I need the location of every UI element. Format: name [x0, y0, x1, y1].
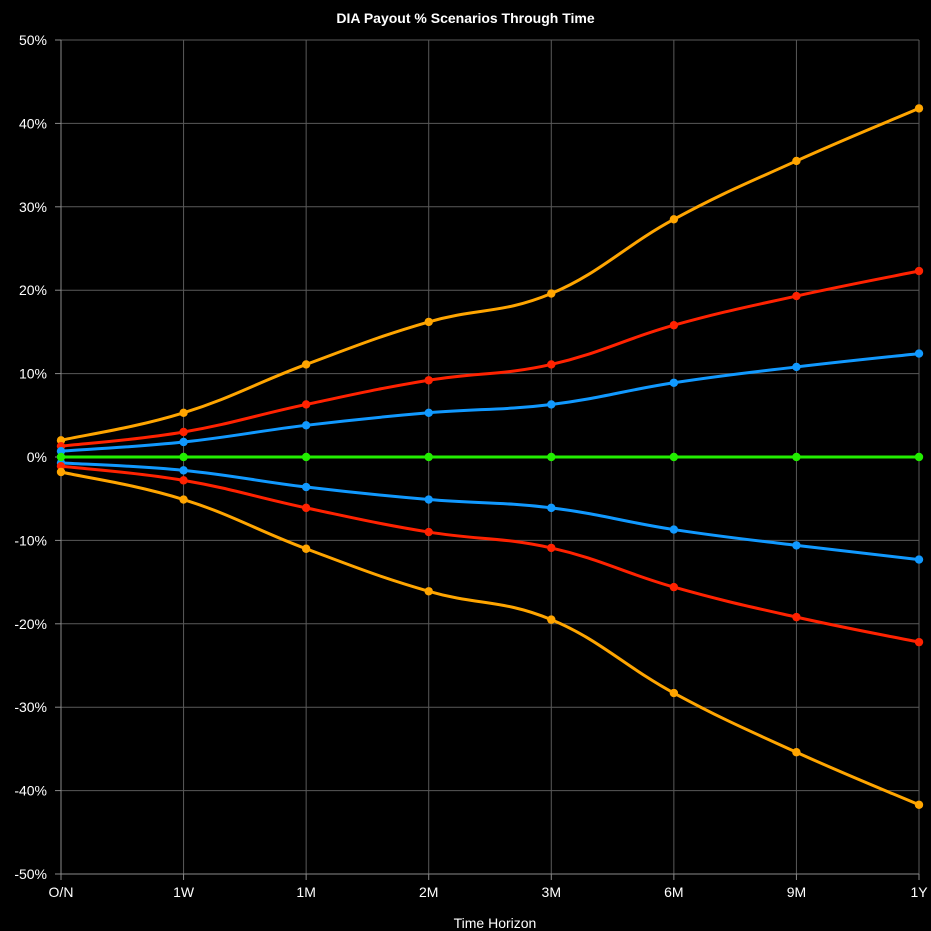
- series-5: [56, 461, 924, 647]
- tick-labels: 50% 40% 30% 20% 10% 0% -10% -20% -30% -40% -50%O/N…: [14, 32, 928, 900]
- y-tick-label: -40%: [14, 783, 47, 799]
- data-point[interactable]: [669, 378, 679, 387]
- data-point[interactable]: [56, 446, 66, 456]
- y-tick-label: -20%: [14, 616, 47, 632]
- data-point[interactable]: [792, 156, 801, 166]
- y-tick-label: 30%: [19, 199, 47, 215]
- y-tick-label: 40%: [19, 115, 47, 131]
- data-point[interactable]: [669, 215, 679, 224]
- data-point[interactable]: [792, 452, 801, 462]
- data-point[interactable]: [547, 543, 556, 553]
- data-point[interactable]: [914, 555, 924, 564]
- data-point[interactable]: [179, 476, 188, 485]
- y-tick-label: -50%: [14, 866, 47, 882]
- data-point[interactable]: [547, 503, 556, 513]
- x-tick-label: 3M: [542, 884, 561, 900]
- y-tick-label: -30%: [14, 699, 47, 715]
- data-point[interactable]: [424, 495, 433, 504]
- x-tick-label: 1M: [296, 884, 315, 900]
- data-point[interactable]: [424, 317, 433, 327]
- data-point[interactable]: [56, 452, 66, 462]
- data-point[interactable]: [914, 104, 924, 113]
- data-point[interactable]: [179, 427, 188, 437]
- data-point[interactable]: [301, 421, 311, 430]
- data-point[interactable]: [56, 436, 66, 445]
- series-layer: [56, 104, 924, 809]
- data-point[interactable]: [547, 615, 556, 624]
- data-point[interactable]: [669, 525, 679, 534]
- x-tick-label: 1W: [173, 884, 195, 900]
- data-point[interactable]: [179, 466, 188, 475]
- data-point[interactable]: [179, 495, 188, 504]
- x-tick-label: 6M: [664, 884, 683, 900]
- data-point[interactable]: [914, 349, 924, 358]
- data-point[interactable]: [179, 452, 188, 462]
- series-4: [56, 458, 924, 564]
- data-point[interactable]: [792, 541, 801, 550]
- series-line: [59, 461, 921, 562]
- series-6: [56, 467, 924, 809]
- series-line: [59, 352, 921, 453]
- x-tick-label: O/N: [49, 884, 74, 900]
- data-point[interactable]: [792, 612, 801, 622]
- data-point[interactable]: [179, 437, 188, 447]
- x-tick-label: 2M: [419, 884, 438, 900]
- data-point[interactable]: [301, 544, 311, 553]
- data-point[interactable]: [424, 587, 433, 596]
- data-point[interactable]: [179, 408, 188, 417]
- data-point[interactable]: [547, 400, 556, 409]
- data-point[interactable]: [301, 400, 311, 409]
- data-point[interactable]: [301, 482, 311, 492]
- series-2: [56, 349, 924, 456]
- data-point[interactable]: [914, 800, 924, 809]
- series-3: [56, 452, 924, 462]
- data-point[interactable]: [914, 637, 924, 647]
- data-point[interactable]: [547, 452, 556, 462]
- data-point[interactable]: [301, 360, 311, 369]
- x-tick-label: 9M: [787, 884, 806, 900]
- data-point[interactable]: [914, 452, 924, 462]
- y-tick-label: 20%: [19, 282, 47, 298]
- x-axis-title: Time Horizon: [454, 915, 537, 931]
- data-point[interactable]: [424, 376, 433, 385]
- y-tick-label: -10%: [14, 532, 47, 548]
- data-point[interactable]: [914, 266, 924, 276]
- series-line: [59, 269, 921, 448]
- series-line: [59, 106, 921, 442]
- data-point[interactable]: [301, 503, 311, 513]
- data-point[interactable]: [547, 289, 556, 298]
- data-point[interactable]: [424, 408, 433, 417]
- y-tick-label: 10%: [19, 366, 47, 382]
- data-point[interactable]: [56, 461, 66, 471]
- data-point[interactable]: [669, 321, 679, 330]
- y-tick-label: 50%: [19, 32, 47, 48]
- data-point[interactable]: [792, 291, 801, 301]
- data-point[interactable]: [424, 452, 433, 462]
- series-line: [59, 464, 921, 644]
- y-tick-label: 0%: [27, 449, 47, 465]
- series-0: [56, 104, 924, 445]
- data-point[interactable]: [547, 360, 556, 369]
- series-1: [56, 266, 924, 451]
- data-point[interactable]: [669, 582, 679, 592]
- data-point[interactable]: [792, 748, 801, 757]
- data-point[interactable]: [792, 362, 801, 372]
- series-line: [59, 470, 921, 807]
- data-point[interactable]: [424, 527, 433, 537]
- data-point[interactable]: [669, 688, 679, 698]
- data-point[interactable]: [669, 452, 679, 462]
- chart-title: DIA Payout % Scenarios Through Time: [336, 10, 594, 26]
- data-point[interactable]: [56, 467, 66, 477]
- x-tick-label: 1Y: [910, 884, 928, 900]
- data-point[interactable]: [301, 452, 311, 462]
